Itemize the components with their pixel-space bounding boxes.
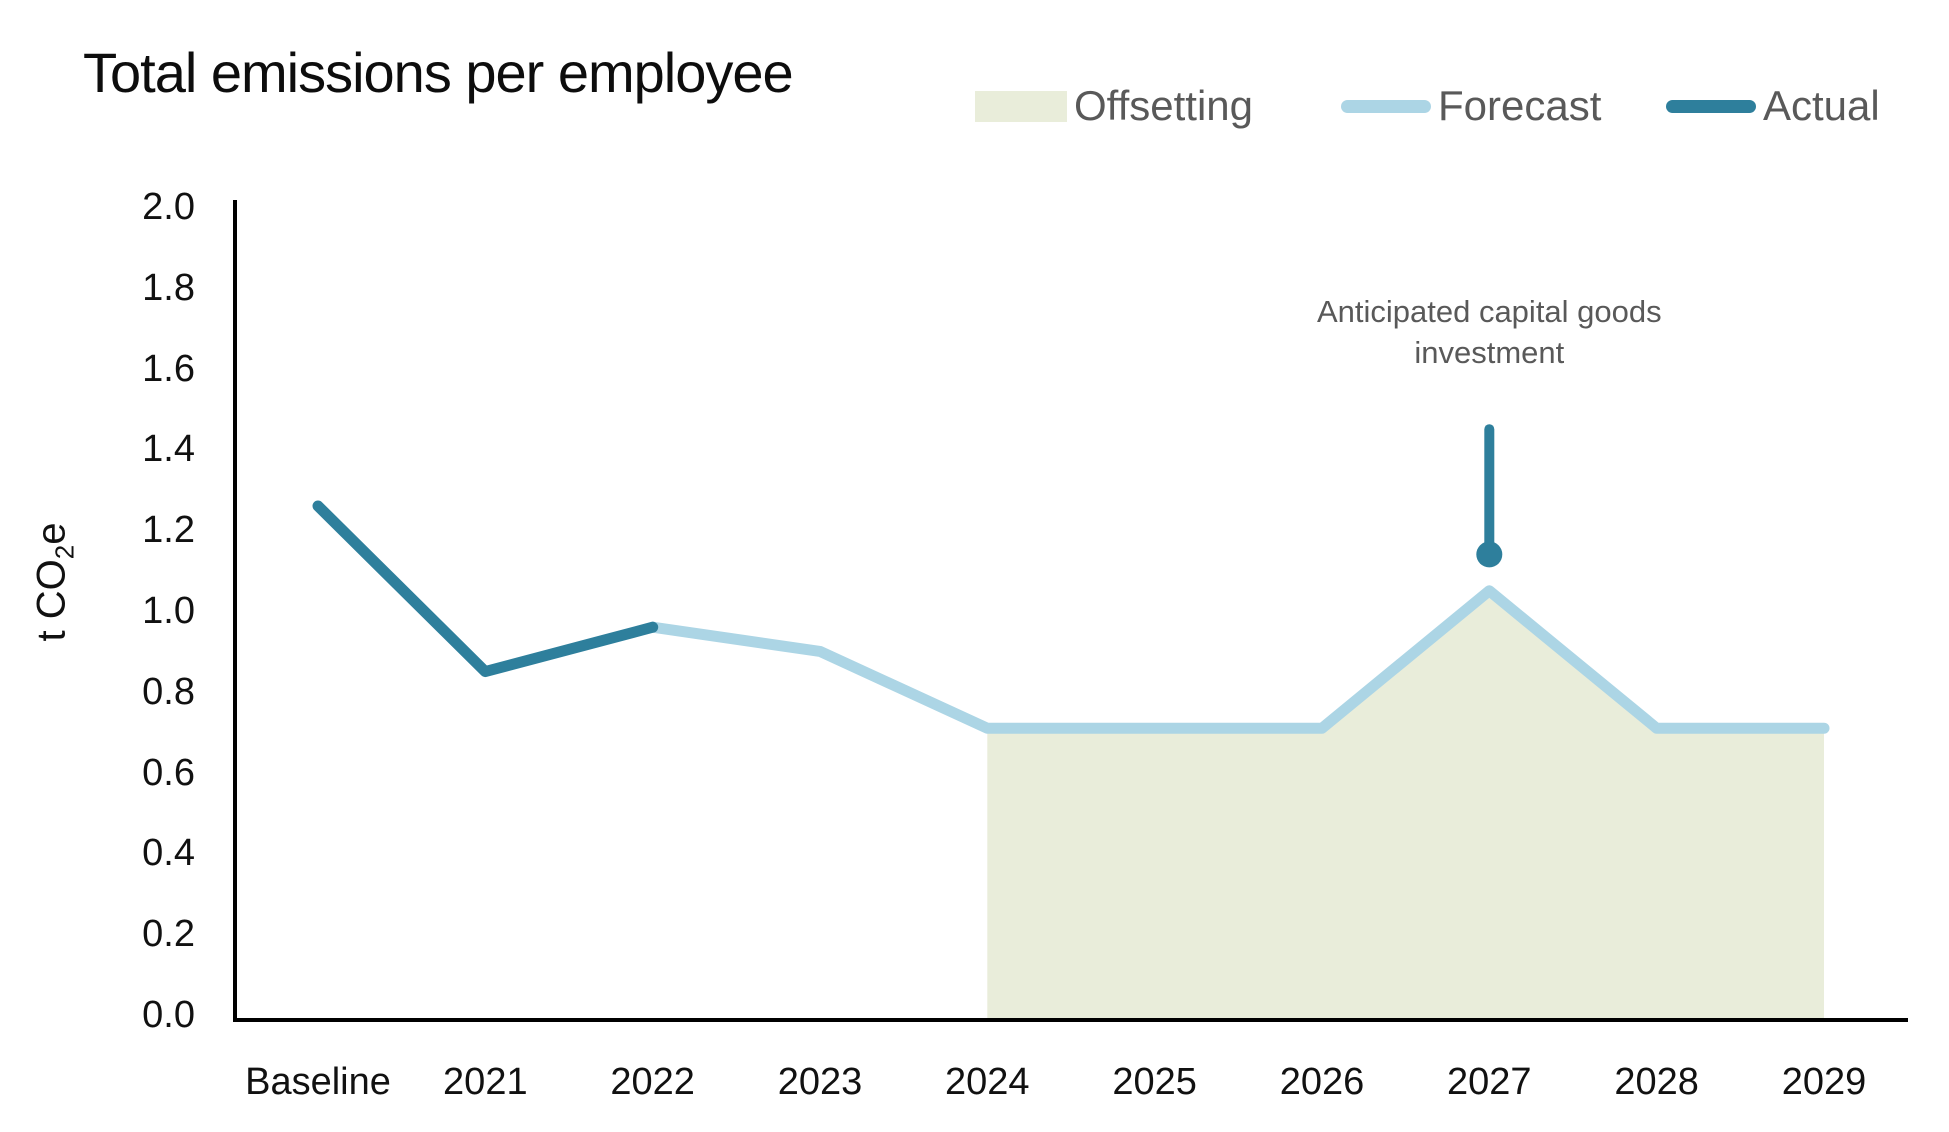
y-tick-label: 1.2 (142, 509, 195, 552)
chart-title: Total emissions per employee (83, 41, 794, 104)
annotation-pointer-dot (1476, 541, 1503, 568)
legend-item-forecast: Forecast (1341, 76, 1601, 136)
annotation-label: Anticipated capital goods investment (1316, 294, 1662, 370)
legend-label-offsetting: Offsetting (1074, 82, 1253, 129)
x-tick-label: 2027 (1447, 1061, 1532, 1103)
y-tick-label: 1.4 (142, 428, 195, 471)
legend-label-forecast: Forecast (1438, 82, 1602, 129)
y-tick-label: 1.6 (142, 347, 195, 390)
actual-line (312, 500, 659, 678)
x-tick-label: 2021 (443, 1061, 528, 1103)
y-tick-label: 0.2 (142, 913, 195, 956)
legend-item-actual: Actual (1666, 76, 1880, 136)
y-tick-label: 0.6 (142, 751, 195, 794)
y-tick-label: 1.8 (142, 266, 195, 309)
x-tick-label: Baseline (245, 1061, 391, 1103)
y-tick-label: 0.4 (142, 832, 195, 875)
x-tick-label: 2022 (610, 1061, 695, 1103)
x-tick-label: 2025 (1112, 1061, 1197, 1103)
x-tick-label: 2023 (777, 1061, 863, 1103)
x-tick-label: 2024 (945, 1061, 1030, 1103)
actual-swatch (1666, 99, 1756, 113)
x-tick-label: 2026 (1279, 1061, 1365, 1103)
x-tick-label: 2028 (1614, 1061, 1699, 1103)
legend-label-actual: Actual (1763, 82, 1880, 129)
x-tick-label: 2029 (1781, 1061, 1867, 1103)
legend-item-offsetting: Offsetting (975, 76, 1253, 136)
y-tick-label: 1.0 (142, 590, 195, 632)
y-tick-label: 2.0 (142, 186, 195, 228)
y-tick-label: 0.8 (142, 670, 195, 713)
forecast-swatch (1341, 99, 1431, 113)
y-tick-label: 0.0 (142, 994, 195, 1036)
offsetting-swatch (975, 90, 1067, 122)
forecast-line (647, 585, 1830, 734)
